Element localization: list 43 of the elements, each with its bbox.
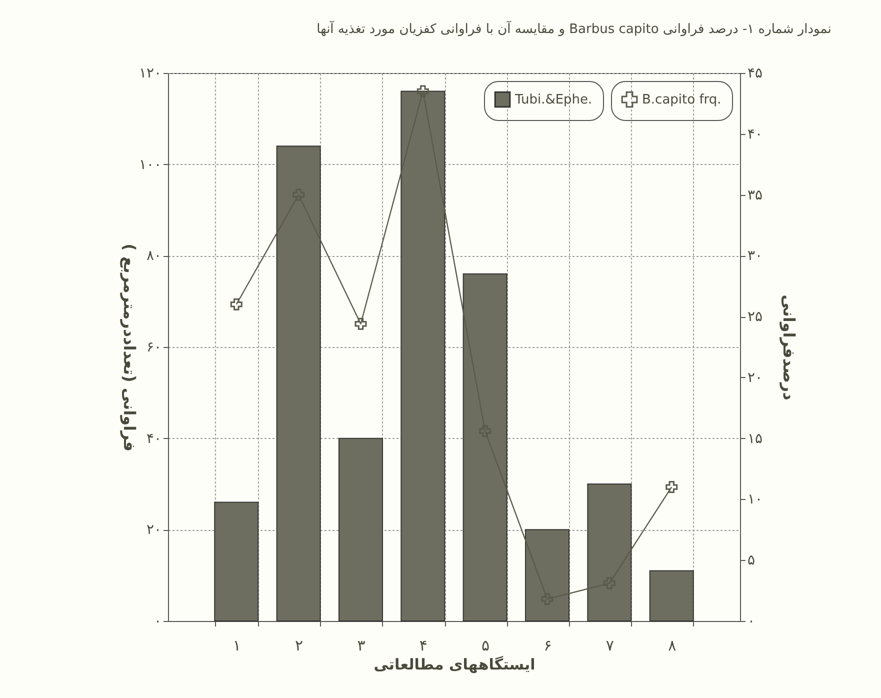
bar [276,146,321,622]
x-tick-label: ۴ [419,636,428,654]
y2-tick-label: ۱۵ [748,430,763,447]
x-tick-label: ۱ [232,636,241,654]
legend-label: B.capito frq. [642,92,722,108]
point [354,318,367,330]
bar [587,484,632,622]
y2-axis-title: درصدفراوانی [780,294,799,400]
y2-tick-label: ۳۵ [748,187,763,204]
y2-tick-label: ۰ [748,614,756,630]
legend-label: Tubi.&Ephe. [514,92,592,108]
point [230,298,242,310]
y2-tick-label: ۴۵ [748,66,763,82]
bar [338,438,383,622]
bar [400,90,446,622]
y-tick-label: ۱۲۰ [138,66,162,82]
y2-tick-label: ۱۰ [748,492,763,508]
x-tick-label: ۸ [668,636,676,654]
y-tick-label: ۸۰ [146,248,162,264]
y-tick-label: ۲۰ [146,522,162,538]
bar [214,502,259,622]
y-tick-label: ۱۰۰ [138,156,162,173]
x-tick-label: ۲ [295,636,304,654]
x-tick-label: ۵ [482,636,490,654]
point [416,85,429,98]
point [666,481,678,494]
x-tick-label: ۷ [606,636,614,654]
y-axis-title: فراوانی (تعداددرمترمربع ) [120,244,139,452]
y2-tick-label: ۴۰ [748,126,763,142]
y2-tick-label: ۳۰ [748,248,763,264]
bar [525,529,570,622]
x-tick-label: ۶ [544,636,552,654]
x-tick-label: ۳ [357,636,366,654]
bar [462,273,508,622]
y-tick-label: ۶۰ [146,340,162,356]
y2-tick-label: ۲۵ [748,309,763,326]
y2-tick-label: ۵ [748,552,756,569]
y-tick-label: ۴۰ [146,430,162,447]
x-axis-title: ایستگاههای مطالعاتی [374,656,536,674]
y-tick-label: ۰ [154,614,162,630]
bar [649,570,694,622]
y2-tick-label: ۲۰ [748,370,763,386]
chart-title: نمودار شماره ۱- درصد فراوانی Barbus capito و مقایسه آن با فراوانی کفزیان مورد تغذیه آنها [316,20,832,37]
